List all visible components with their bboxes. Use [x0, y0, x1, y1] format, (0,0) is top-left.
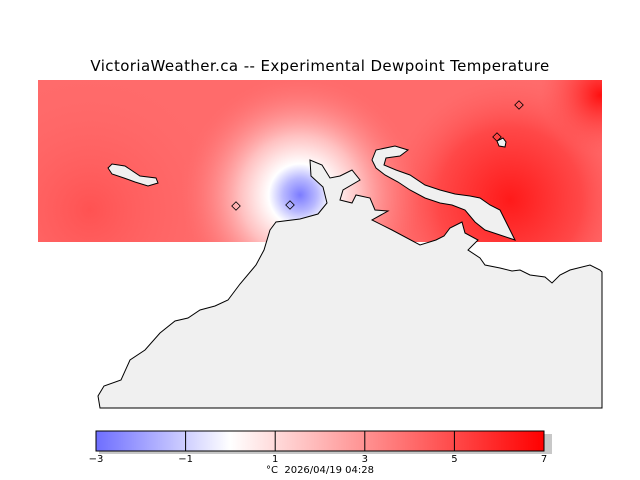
timestamp: 2026/04/19 04:28	[284, 465, 374, 476]
colorbar-tick-label: −1	[178, 454, 193, 465]
colorbar-tick-label: 3	[361, 454, 368, 465]
station-markers	[231, 100, 524, 211]
map-title: VictoriaWeather.ca -- Experimental Dewpo…	[90, 57, 550, 75]
colorbar	[95, 430, 552, 454]
land-masses	[97, 137, 603, 409]
colorbar-tick-label: 5	[451, 454, 458, 465]
island-west	[107, 163, 159, 187]
caption: °C 2026/04/19 04:28	[0, 465, 640, 476]
station-marker	[285, 200, 295, 210]
colorbar-gradient	[96, 431, 544, 451]
colorbar-tick-label: 1	[272, 454, 279, 465]
station-marker	[231, 201, 241, 211]
unit-label: °C	[266, 465, 278, 476]
colorbar-frame	[95, 430, 545, 452]
station-marker	[514, 100, 524, 110]
station-marker	[492, 132, 502, 142]
island-north	[496, 137, 507, 148]
vancouver-island-east	[371, 145, 516, 241]
colorbar-tick-label: −3	[88, 454, 104, 465]
mainland-coast	[97, 159, 603, 409]
colorbar-tick-label: 7	[540, 454, 548, 465]
